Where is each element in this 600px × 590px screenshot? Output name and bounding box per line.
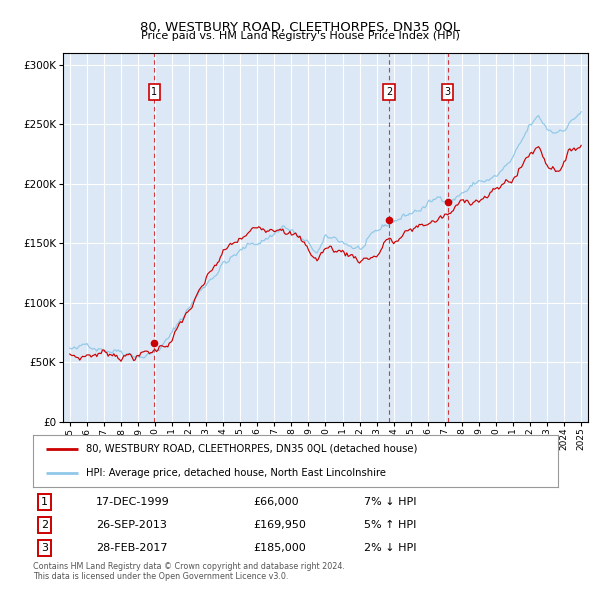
Text: 1: 1 — [151, 87, 157, 97]
Text: 17-DEC-1999: 17-DEC-1999 — [96, 497, 170, 507]
Text: 7% ↓ HPI: 7% ↓ HPI — [364, 497, 416, 507]
Text: £185,000: £185,000 — [254, 543, 306, 553]
Text: 2: 2 — [386, 87, 392, 97]
Text: HPI: Average price, detached house, North East Lincolnshire: HPI: Average price, detached house, Nort… — [86, 468, 386, 478]
Text: 1: 1 — [41, 497, 48, 507]
Text: This data is licensed under the Open Government Licence v3.0.: This data is licensed under the Open Gov… — [33, 572, 289, 581]
Text: 2: 2 — [41, 520, 48, 530]
Text: 80, WESTBURY ROAD, CLEETHORPES, DN35 0QL: 80, WESTBURY ROAD, CLEETHORPES, DN35 0QL — [140, 21, 460, 34]
Text: 80, WESTBURY ROAD, CLEETHORPES, DN35 0QL (detached house): 80, WESTBURY ROAD, CLEETHORPES, DN35 0QL… — [86, 444, 417, 454]
Text: £169,950: £169,950 — [254, 520, 307, 530]
Text: 28-FEB-2017: 28-FEB-2017 — [96, 543, 167, 553]
Text: £66,000: £66,000 — [254, 497, 299, 507]
Text: 3: 3 — [41, 543, 48, 553]
Text: 2% ↓ HPI: 2% ↓ HPI — [364, 543, 416, 553]
Text: 5% ↑ HPI: 5% ↑ HPI — [364, 520, 416, 530]
Text: 26-SEP-2013: 26-SEP-2013 — [96, 520, 167, 530]
Text: 3: 3 — [445, 87, 451, 97]
Text: Contains HM Land Registry data © Crown copyright and database right 2024.: Contains HM Land Registry data © Crown c… — [33, 562, 345, 571]
Text: Price paid vs. HM Land Registry's House Price Index (HPI): Price paid vs. HM Land Registry's House … — [140, 31, 460, 41]
